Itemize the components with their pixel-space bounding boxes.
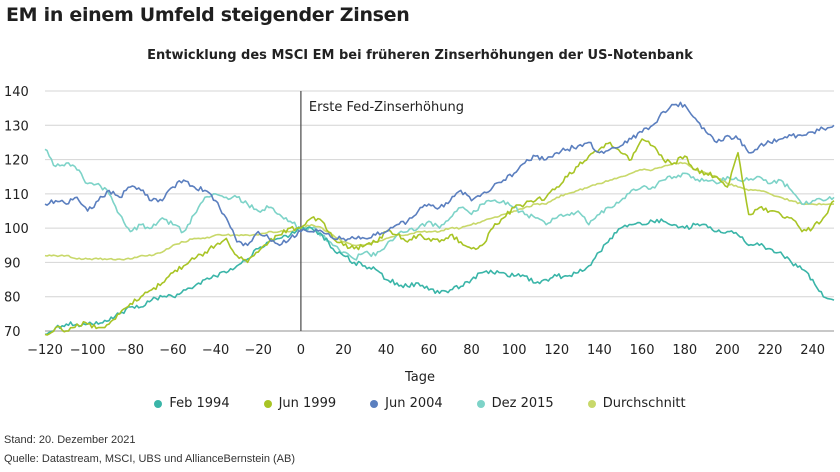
legend: Feb 1994 Jun 1999 Jun 2004 Dez 2015 Durchsch… <box>0 396 840 411</box>
y-tick-label: 70 <box>4 325 21 340</box>
legend-label: Durchschnitt <box>602 396 686 411</box>
legend-item: Jun 2004 <box>370 396 443 411</box>
x-tick-label: 160 <box>630 343 655 358</box>
annotation-label: Erste Fed-Zinserhöhung <box>309 100 464 115</box>
y-tick-label: 90 <box>4 256 21 271</box>
x-tick-label: 60 <box>421 343 438 358</box>
page-title: EM in einem Umfeld steigender Zinsen <box>6 4 410 26</box>
gridlines <box>45 90 834 332</box>
legend-item: Feb 1994 <box>154 396 230 411</box>
x-tick-label: 140 <box>587 343 612 358</box>
legend-item: Durchschnitt <box>587 396 686 411</box>
y-tick-label: 110 <box>4 188 29 203</box>
legend-marker-icon <box>263 399 272 408</box>
x-tick-label: 40 <box>378 343 395 358</box>
x-tick-label: −20 <box>245 343 272 358</box>
x-tick-label: 200 <box>715 343 740 358</box>
legend-marker-icon <box>370 399 379 408</box>
x-tick-label: 120 <box>544 343 569 358</box>
legend-label: Dez 2015 <box>491 396 554 411</box>
x-tick-label: 240 <box>800 343 825 358</box>
y-tick-label: 80 <box>4 291 21 306</box>
legend-label: Feb 1994 <box>169 396 230 411</box>
y-axis: 70 80 90 100 110 120 130 140 <box>4 85 29 340</box>
footer-source: Quelle: Datastream, MSCI, UBS und Allian… <box>4 453 296 465</box>
x-tick-label: 180 <box>672 343 697 358</box>
x-tick-label: 100 <box>502 343 527 358</box>
x-axis: −120 −100 −80 −60 −40 −20 0 20 40 60 80 100 120 140 16… <box>27 343 825 358</box>
y-tick-label: 140 <box>4 85 29 100</box>
x-tick-label: 0 <box>297 343 305 358</box>
legend-label: Jun 2004 <box>385 396 443 411</box>
x-tick-label: 20 <box>335 343 352 358</box>
x-tick-label: −60 <box>159 343 186 358</box>
legend-item: Dez 2015 <box>476 396 554 411</box>
y-tick-label: 120 <box>4 154 29 169</box>
legend-label: Jun 1999 <box>278 396 337 411</box>
legend-marker-icon <box>154 399 163 408</box>
series-lines <box>44 101 835 336</box>
x-axis-label: Tage <box>404 370 435 385</box>
x-tick-label: −100 <box>70 343 106 358</box>
series-line-jun-1999 <box>44 138 835 336</box>
x-tick-label: 220 <box>758 343 783 358</box>
x-tick-label: −40 <box>202 343 229 358</box>
footer-date: Stand: 20. Dezember 2021 <box>4 434 136 446</box>
series-line-dez-2015 <box>44 148 835 261</box>
x-tick-label: −120 <box>27 343 63 358</box>
legend-marker-icon <box>476 399 485 408</box>
legend-marker-icon <box>587 399 596 408</box>
legend-item: Jun 1999 <box>263 396 337 411</box>
x-tick-label: 80 <box>463 343 480 358</box>
series-line-feb-1994 <box>44 218 835 336</box>
x-tick-label: −80 <box>117 343 144 358</box>
annotations: Erste Fed-Zinserhöhung <box>300 91 464 331</box>
y-tick-label: 100 <box>4 222 29 237</box>
chart-title: Entwicklung des MSCI EM bei früheren Zin… <box>147 48 693 63</box>
y-tick-label: 130 <box>4 119 29 134</box>
series-line-jun-2004 <box>44 101 835 247</box>
